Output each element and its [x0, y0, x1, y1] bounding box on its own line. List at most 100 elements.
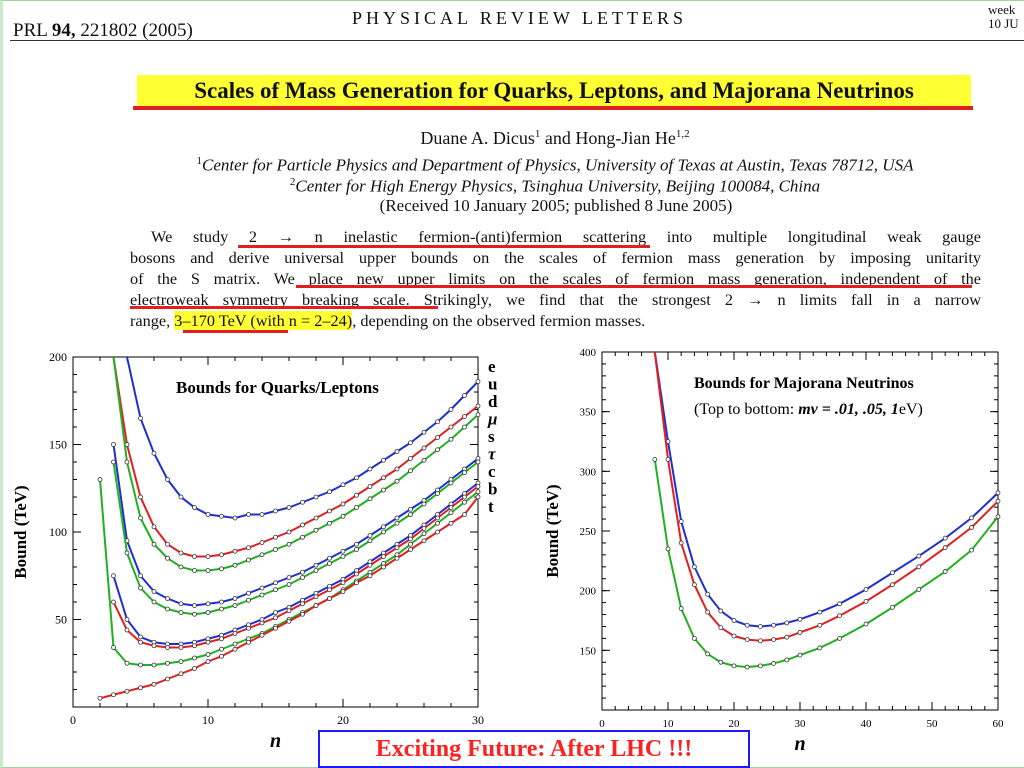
data-point: [784, 657, 790, 663]
journal-citation: PRL 94, 221802 (2005): [13, 20, 193, 42]
data-point: [273, 547, 278, 552]
abstract-highlight-ewsb: electroweak symmetry breaking scale: [130, 290, 406, 309]
data-point: [273, 587, 278, 593]
plot-frame: [72, 356, 479, 708]
journal-name: PRL: [13, 20, 48, 41]
data-point: [475, 459, 481, 465]
data-point: [300, 569, 305, 575]
abstract-text: range,: [130, 311, 175, 330]
data-point: [300, 575, 305, 580]
y-tick-label: 200: [580, 586, 597, 598]
series-line-3: [112, 444, 478, 607]
data-point: [124, 550, 130, 556]
data-point: [313, 562, 319, 568]
data-point: [273, 508, 278, 514]
x-tick-label: 10: [663, 718, 675, 730]
data-point: [178, 550, 184, 556]
data-point: [286, 582, 292, 587]
x-axis-label: n: [270, 730, 281, 752]
data-point: [97, 695, 103, 701]
data-point: [784, 620, 790, 626]
legend-label-7: b: [488, 480, 497, 499]
data-point: [219, 646, 224, 652]
data-point: [124, 627, 130, 633]
data-point: [192, 554, 197, 559]
data-point: [205, 512, 211, 517]
data-point: [192, 568, 197, 573]
data-point: [313, 594, 319, 600]
authors: Duane A. Dicus1 and Hong-Jian He1,2: [0, 128, 1024, 149]
series-line-5: [112, 482, 478, 645]
underline-limits: [296, 285, 972, 288]
data-point: [273, 625, 278, 631]
y-tick-label: 300: [580, 466, 597, 478]
data-point: [731, 633, 737, 639]
data-point: [259, 632, 265, 638]
data-point: [232, 631, 238, 636]
author-2-affiliation: 1,2: [675, 128, 690, 140]
issue-date: week 10 JU: [988, 3, 1019, 31]
data-point: [178, 494, 184, 500]
data-point: [462, 494, 467, 500]
data-point: [300, 611, 305, 617]
data-point: [219, 513, 224, 519]
abstract-text: , depending on the observed fermion mass…: [352, 311, 646, 330]
affiliation-2: 2Center for High Energy Physics, Tsinghu…: [0, 176, 1024, 197]
legend-label-6: c: [488, 462, 496, 481]
abstract-highlight-scattering: 2 → n inelastic fermion-(anti)fermion sc…: [248, 227, 647, 246]
data-point: [205, 639, 211, 645]
data-point: [381, 457, 386, 463]
data-point: [124, 660, 130, 666]
journal-volume: 94,: [51, 20, 76, 41]
data-point: [448, 520, 454, 526]
legend-label-0: e: [488, 357, 496, 376]
data-point: [205, 554, 211, 559]
data-point: [246, 590, 251, 596]
y-tick-label: 150: [49, 438, 67, 452]
data-point: [995, 514, 1001, 520]
data-point: [381, 487, 386, 493]
data-point: [246, 545, 251, 551]
data-point: [192, 643, 197, 649]
journal-title: PHYSICAL REVIEW LETTERS: [352, 8, 687, 28]
abstract-line-3: of the S matrix. We place new upper limi…: [130, 268, 981, 289]
y-axis-label: Bound (TeV): [11, 485, 30, 578]
data-point: [246, 557, 251, 563]
author-1-affiliation: 1: [534, 128, 541, 140]
underline-range: [183, 330, 288, 333]
data-point: [232, 603, 238, 608]
data-point: [691, 582, 697, 588]
data-point: [435, 491, 440, 496]
title-backdrop: [688, 368, 990, 426]
data-point: [817, 645, 823, 651]
data-point: [246, 512, 251, 517]
data-point: [435, 419, 440, 425]
chart-majorana-neutrinos: 0 10 20 30 40 50 60 150 200 250 300 350 400 n Bound (T…: [543, 347, 1004, 755]
data-point: [246, 625, 251, 631]
data-point: [354, 541, 359, 547]
affiliation-1-text: Center for Particle Physics and Departme…: [202, 155, 914, 175]
data-point: [665, 546, 671, 552]
legend-label-3: μ: [487, 410, 497, 429]
underline-ewsb: [130, 306, 438, 309]
data-point: [863, 599, 869, 604]
x-tick-label: 50: [927, 718, 939, 730]
data-point: [111, 645, 116, 650]
x-axis-label: n: [794, 733, 805, 755]
data-point: [421, 457, 427, 463]
data-point: [178, 564, 184, 570]
data-point: [313, 527, 319, 533]
data-point: [300, 522, 305, 528]
data-point: [718, 608, 724, 614]
data-point: [138, 685, 143, 691]
data-point: [259, 585, 265, 591]
data-point: [784, 634, 790, 640]
data-point: [151, 541, 157, 547]
data-point: [678, 606, 684, 611]
data-point: [678, 519, 684, 524]
data-point: [340, 482, 346, 488]
data-point: [435, 529, 440, 535]
data-point: [475, 379, 481, 384]
data-point: [138, 585, 143, 591]
data-point: [408, 506, 413, 512]
